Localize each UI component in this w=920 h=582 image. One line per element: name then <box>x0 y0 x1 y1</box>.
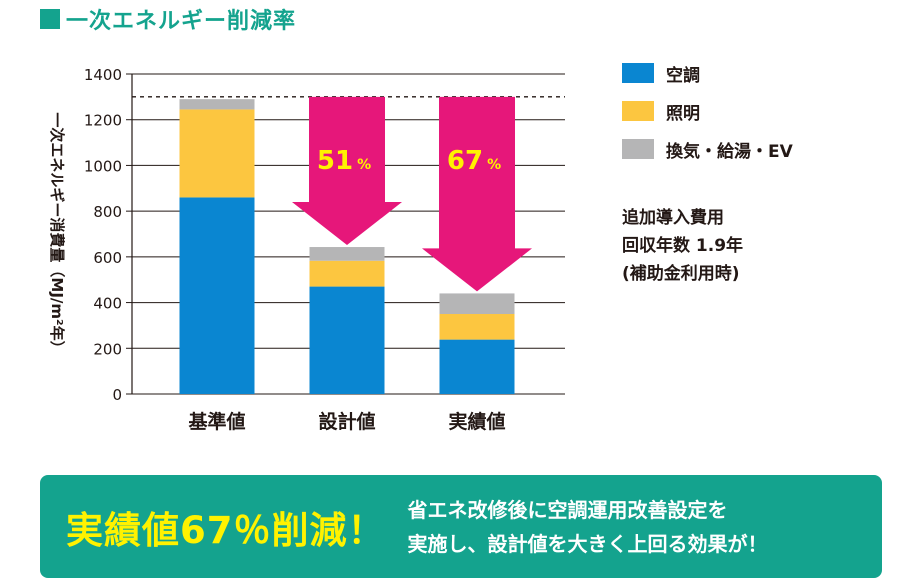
y-axis-label: 一次エネルギー消費量（MJ/m²年） <box>48 112 66 355</box>
legend-swatch-hvac <box>622 63 654 83</box>
reduction-arrow <box>422 96 532 292</box>
bar-segment <box>309 286 385 394</box>
title-square-icon <box>40 9 60 29</box>
legend-swatch-ventilation <box>622 139 654 159</box>
bar-segment <box>179 197 255 394</box>
legend-swatch-lighting <box>622 101 654 121</box>
x-category-label: 実績値 <box>448 410 505 433</box>
y-tick-label: 200 <box>93 340 122 358</box>
payback-note: 追加導入費用 回収年数 1.9年 (補助金利用時) <box>622 204 743 288</box>
y-tick-label: 600 <box>93 249 122 267</box>
payback-line-subsidy: (補助金利用時) <box>622 264 740 284</box>
bar-segment <box>309 247 385 261</box>
reduction-value: 51 <box>317 146 353 176</box>
summary-banner: 実績値67％削減！ 省エネ改修後に空調運用改善設定を 実施し、設計値を大きく上回… <box>40 475 882 578</box>
y-tick-label: 1200 <box>84 112 122 130</box>
y-tick-label: 1400 <box>84 66 122 84</box>
y-tick-label: 0 <box>112 386 122 404</box>
bar-segment <box>309 260 385 287</box>
y-tick-label: 400 <box>93 295 122 313</box>
x-category-label: 基準値 <box>187 410 245 433</box>
legend-label-lighting: 照明 <box>666 103 700 124</box>
reduction-value: 67 <box>447 146 483 176</box>
reduction-unit: % <box>357 157 371 173</box>
payback-line-cost: 追加導入費用 <box>622 208 724 228</box>
y-tick-label: 800 <box>93 203 122 221</box>
reduction-label: 51% <box>317 146 371 176</box>
y-tick-label: 1000 <box>84 157 122 175</box>
bar-segment <box>439 293 515 314</box>
legend-item-hvac: 空調 <box>622 60 793 86</box>
bar-segment <box>179 109 255 198</box>
bar-segment <box>439 339 515 394</box>
legend-label-ventilation: 換気・給湯・EV <box>666 141 793 162</box>
x-category-label: 設計値 <box>318 410 375 433</box>
banner-headline: 実績値67％削減！ <box>66 508 386 552</box>
reduction-unit: % <box>487 157 501 173</box>
chart-legend: 空調 照明 換気・給湯・EV <box>622 60 793 174</box>
chart-svg: 0 200 400 600 800 1000 1200 1400 基準値 設計値 実績値 一次エネルギ… <box>48 66 565 433</box>
reduction-arrow <box>292 96 402 246</box>
reduction-label: 67% <box>447 146 501 176</box>
banner-detail-line-2: 実施し、設計値を大きく上回る効果が！ <box>407 531 768 556</box>
bar-segment <box>179 99 255 110</box>
banner-detail-line-1: 省エネ改修後に空調運用改善設定を <box>407 497 728 522</box>
chart-title-text: 一次エネルギー削減率 <box>66 9 297 34</box>
legend-item-ventilation: 換気・給湯・EV <box>622 136 793 162</box>
bar-segment <box>439 314 515 340</box>
legend-item-lighting: 照明 <box>622 98 793 124</box>
legend-label-hvac: 空調 <box>666 65 700 86</box>
banner-detail: 省エネ改修後に空調運用改善設定を 実施し、設計値を大きく上回る効果が！ <box>408 493 768 561</box>
payback-line-years: 回収年数 1.9年 <box>622 236 744 256</box>
chart-title: 一次エネルギー削減率 <box>40 4 296 34</box>
